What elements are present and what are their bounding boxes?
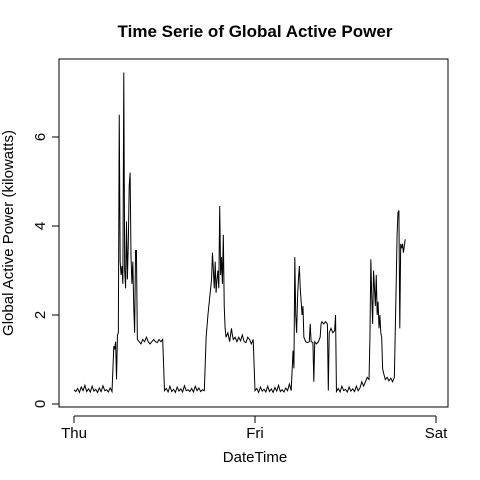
y-axis-label: Global Active Power (kilowatts) [0, 130, 17, 336]
x-tick-label-fri: Fri [246, 425, 264, 442]
x-axis: Thu Fri Sat [61, 415, 448, 442]
x-tick-label-thu: Thu [61, 425, 87, 442]
y-axis: 0 2 4 6 [32, 133, 60, 408]
y-tick-label-2: 2 [32, 311, 49, 319]
series-line [73, 72, 406, 394]
chart-title: Time Serie of Global Active Power [118, 22, 393, 41]
x-axis-label: DateTime [223, 449, 287, 466]
y-tick-label-6: 6 [32, 133, 49, 141]
y-tick-label-0: 0 [32, 400, 49, 408]
x-tick-label-sat: Sat [425, 425, 448, 442]
y-tick-label-4: 4 [32, 222, 49, 230]
